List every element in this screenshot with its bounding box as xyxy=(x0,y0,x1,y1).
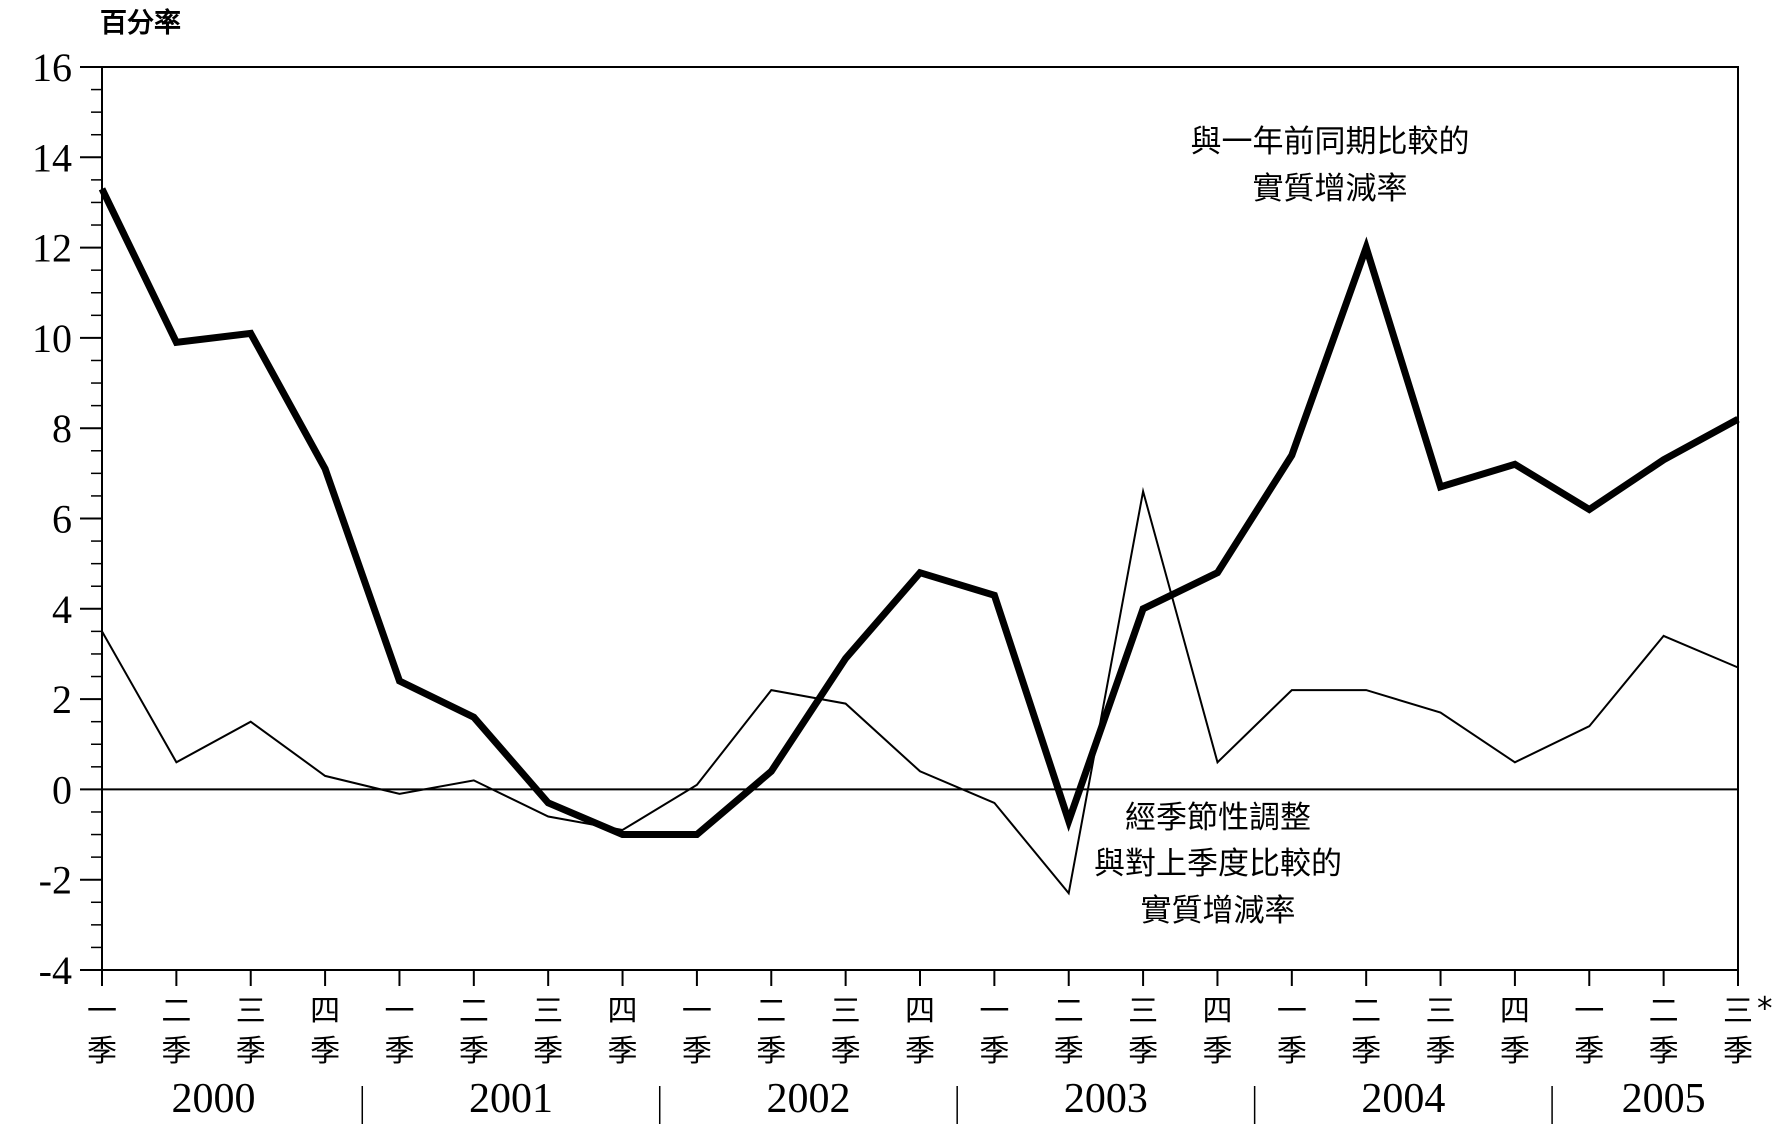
quarter-suffix-label: 季 xyxy=(384,1034,414,1069)
quarter-label: 四 xyxy=(1500,994,1530,1029)
quarter-suffix-label: 季 xyxy=(1574,1034,1604,1069)
quarter-label: 一 xyxy=(682,994,712,1029)
quarter-suffix-label: 季 xyxy=(905,1034,935,1069)
quarter-label: 三 xyxy=(236,994,266,1029)
provisional-marker: * xyxy=(1757,991,1773,1027)
plot-frame xyxy=(101,66,1739,971)
y-tick-label: -4 xyxy=(39,948,72,993)
quarter-suffix-label: 季 xyxy=(236,1034,266,1069)
qoq-series-line xyxy=(101,486,1739,896)
quarter-suffix-label: 季 xyxy=(161,1034,191,1069)
y-tick-label: 12 xyxy=(32,226,72,271)
quarter-label: 一 xyxy=(87,994,117,1029)
quarter-label: 四 xyxy=(905,994,935,1029)
labels-layer: 1614121086420-2-4一季二季三季四季一季二季三季四季一季二季三季四… xyxy=(32,45,1773,1122)
yoy-series-annotation: 與一年前同期比較的 xyxy=(1191,124,1470,160)
quarter-label: 四 xyxy=(310,994,340,1029)
qoq-series-annotation: 與對上季度比較的 xyxy=(1094,846,1342,882)
quarter-label: 二 xyxy=(459,994,489,1029)
series-layer xyxy=(98,187,1740,896)
y-tick-label: 6 xyxy=(52,497,72,542)
year-label: 2002 xyxy=(766,1076,850,1122)
quarter-suffix-label: 季 xyxy=(831,1034,861,1069)
year-label: 2000 xyxy=(172,1076,256,1122)
quarter-suffix-label: 季 xyxy=(1649,1034,1679,1069)
quarter-label: 二 xyxy=(1649,994,1679,1029)
quarter-label: 一 xyxy=(384,994,414,1029)
quarter-label: 四 xyxy=(608,994,638,1029)
y-tick-label: -2 xyxy=(39,858,72,903)
quarter-label: 三 xyxy=(1426,994,1456,1029)
quarter-suffix-label: 季 xyxy=(87,1034,117,1069)
quarter-label: 二 xyxy=(756,994,786,1029)
y-tick-label: 10 xyxy=(32,316,72,361)
year-label: 2001 xyxy=(469,1076,553,1122)
quarter-label: 二 xyxy=(1054,994,1084,1029)
quarter-label: 二 xyxy=(161,994,191,1029)
quarter-suffix-label: 季 xyxy=(1128,1034,1158,1069)
quarter-suffix-label: 季 xyxy=(459,1034,489,1069)
quarter-suffix-label: 季 xyxy=(1277,1034,1307,1069)
quarter-label: 一 xyxy=(979,994,1009,1029)
quarter-suffix-label: 季 xyxy=(682,1034,712,1069)
quarter-suffix-label: 季 xyxy=(608,1034,638,1069)
year-label: 2003 xyxy=(1064,1076,1148,1122)
quarter-label: 三 xyxy=(533,994,563,1029)
quarter-suffix-label: 季 xyxy=(1723,1034,1753,1069)
quarter-suffix-label: 季 xyxy=(756,1034,786,1069)
quarter-suffix-label: 季 xyxy=(1500,1034,1530,1069)
quarter-label: 一 xyxy=(1574,994,1604,1029)
quarter-suffix-label: 季 xyxy=(1054,1034,1084,1069)
quarter-label: 三 xyxy=(831,994,861,1029)
yoy-series-annotation: 實質增減率 xyxy=(1253,171,1408,207)
year-label: 2005 xyxy=(1622,1076,1706,1122)
y-tick-label: 4 xyxy=(52,587,72,632)
quarter-suffix-label: 季 xyxy=(1202,1034,1232,1069)
quarter-label: 三 xyxy=(1128,994,1158,1029)
y-tick-label: 2 xyxy=(52,677,72,722)
y-axis-unit-label: 百分率 xyxy=(100,7,181,39)
qoq-series-annotation: 經季節性調整 xyxy=(1125,800,1311,836)
axes-layer xyxy=(80,66,1739,1124)
quarter-suffix-label: 季 xyxy=(979,1034,1009,1069)
y-tick-label: 16 xyxy=(32,45,72,90)
quarter-suffix-label: 季 xyxy=(310,1034,340,1069)
year-label: 2004 xyxy=(1361,1076,1445,1122)
quarter-label: 一 xyxy=(1277,994,1307,1029)
quarter-label: 三 xyxy=(1723,994,1753,1029)
quarter-suffix-label: 季 xyxy=(1426,1034,1456,1069)
quarter-suffix-label: 季 xyxy=(1351,1034,1381,1069)
y-tick-label: 0 xyxy=(52,767,72,812)
yoy-series-line xyxy=(98,187,1740,838)
quarter-label: 四 xyxy=(1202,994,1232,1029)
y-tick-label: 14 xyxy=(32,135,72,180)
qoq-series-annotation: 實質增減率 xyxy=(1141,893,1296,929)
y-tick-label: 8 xyxy=(52,406,72,451)
quarter-suffix-label: 季 xyxy=(533,1034,563,1069)
quarter-label: 二 xyxy=(1351,994,1381,1029)
